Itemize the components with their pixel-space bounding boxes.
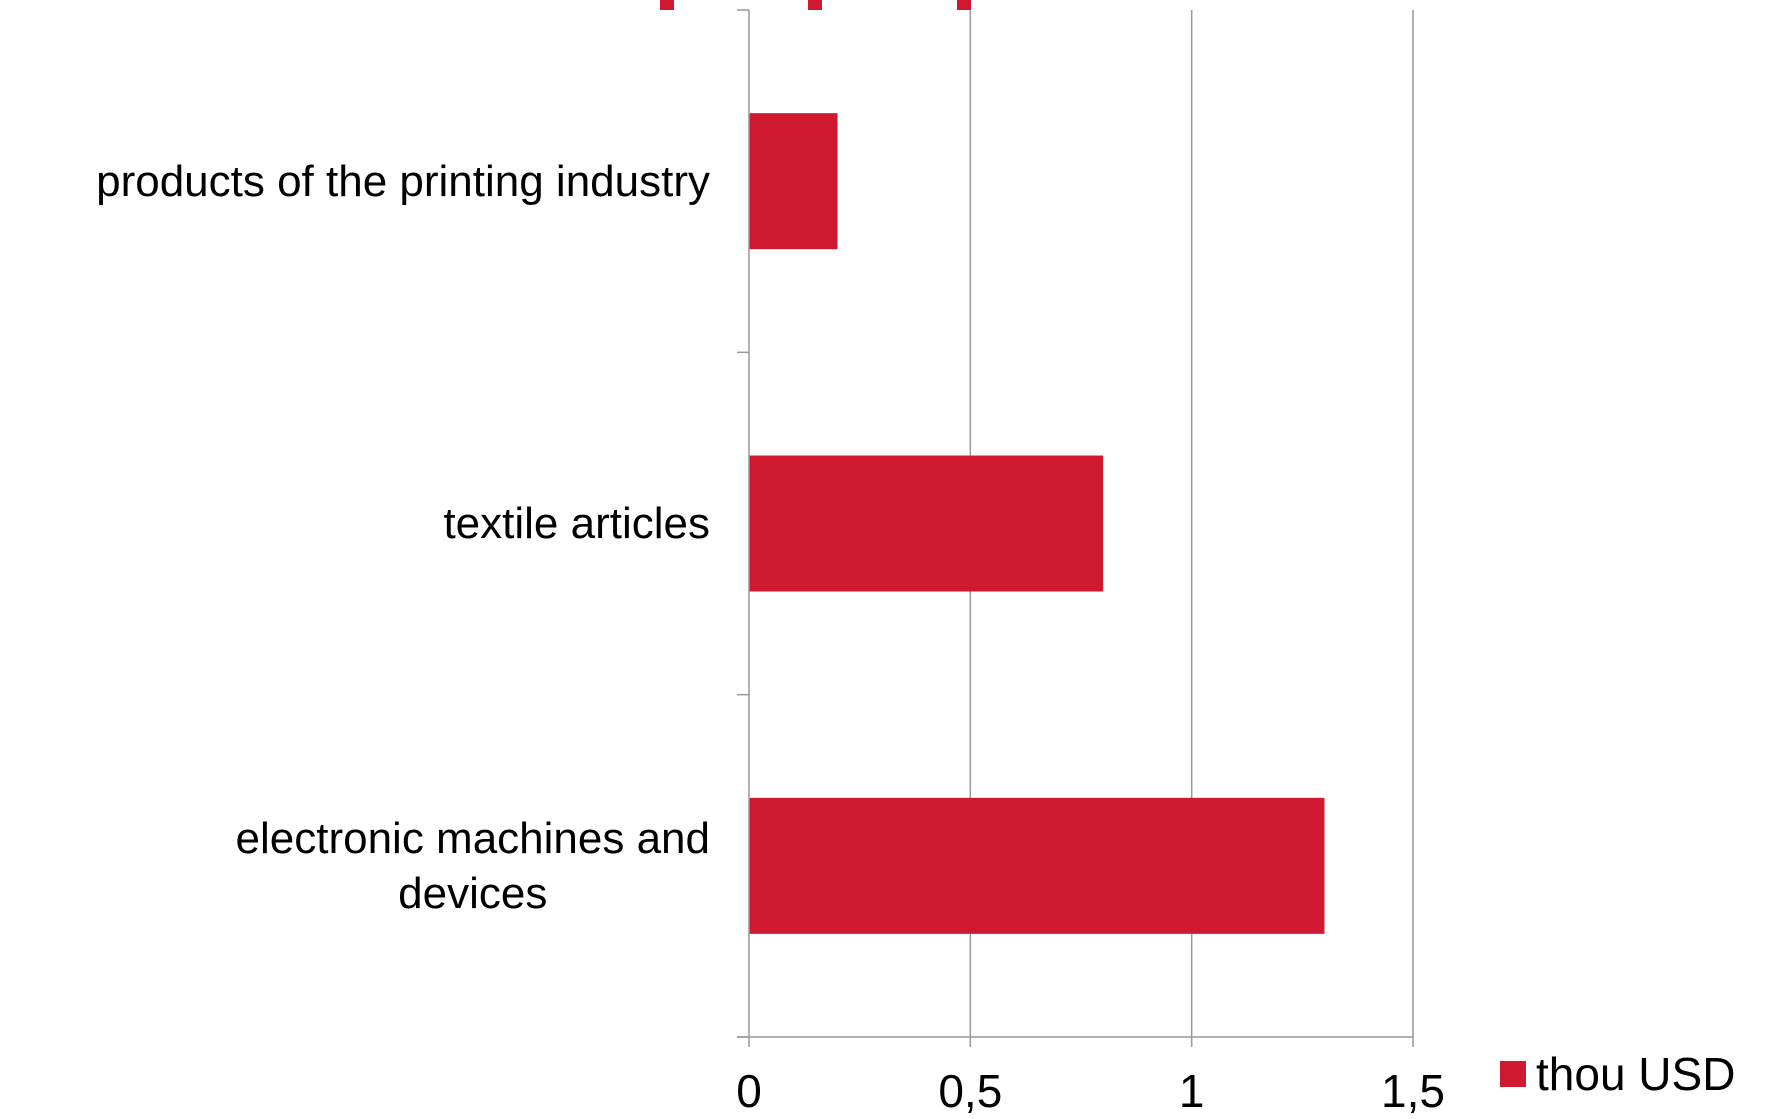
category-label-line: textile articles <box>443 499 710 548</box>
bar <box>749 455 1104 592</box>
legend-swatch <box>1500 1061 1526 1087</box>
x-tick-label: 1,5 <box>1381 1065 1445 1117</box>
category-label-line: devices <box>398 868 548 918</box>
axes <box>737 9 1414 1047</box>
x-tick-label: 0,5 <box>938 1065 1002 1117</box>
x-tick-label: 0 <box>736 1065 762 1117</box>
category-label-line: electronic machines and <box>235 813 710 863</box>
title-fragment-mark <box>808 0 822 10</box>
title-fragment-mark <box>957 0 971 10</box>
x-tick-labels: 0 0,5 1 1,5 <box>736 1065 1445 1117</box>
category-label: products of the printing industry <box>96 154 710 209</box>
category-label-line: products of the printing industry <box>96 156 710 206</box>
title-fragment-mark <box>660 0 674 10</box>
category-label: electronic machines and devices <box>236 811 710 921</box>
bar <box>749 797 1325 934</box>
x-tick-label: 1 <box>1179 1065 1205 1117</box>
bars <box>749 113 1325 934</box>
bar <box>749 113 838 250</box>
legend-label: thou USD <box>1536 1048 1736 1100</box>
category-label: textile articles <box>443 496 710 551</box>
legend: thou USD <box>1500 1047 1735 1101</box>
